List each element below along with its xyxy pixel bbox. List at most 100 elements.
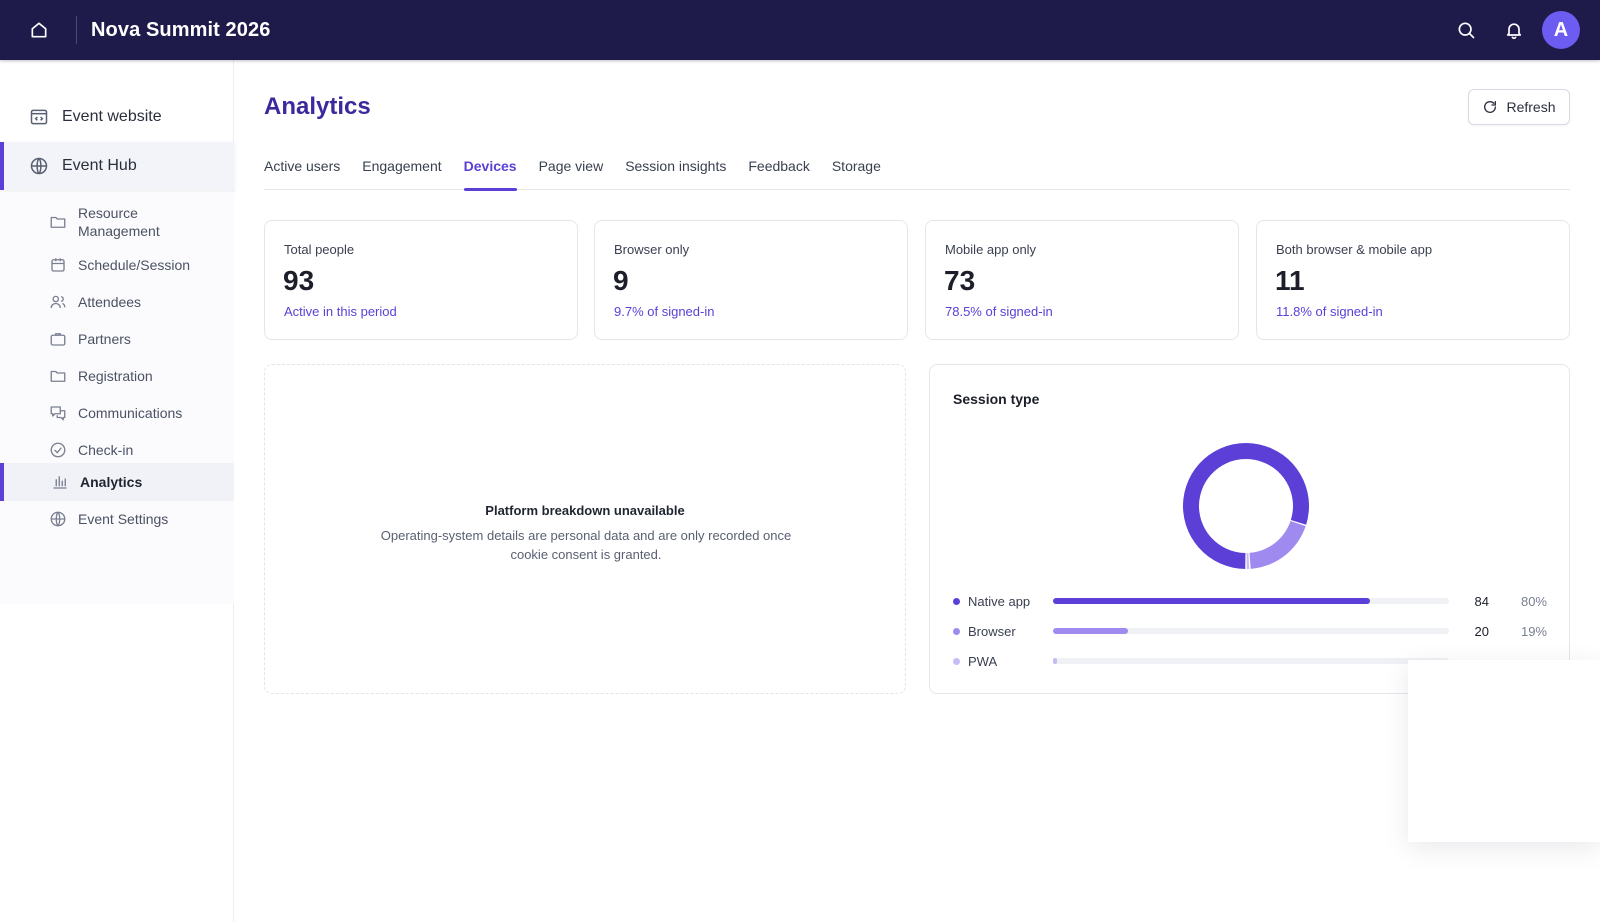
users-icon: [48, 292, 68, 312]
legend-name: Browser: [968, 623, 1016, 639]
legend-row-pwa: PWA: [953, 651, 1547, 671]
sidebar-item-resource-management[interactable]: Resource Management: [0, 198, 234, 246]
tab-page-view[interactable]: Page view: [538, 158, 604, 174]
legend-track: [1053, 658, 1449, 664]
legend-count: 20: [1474, 623, 1489, 639]
sidebar-item-event-hub[interactable]: Event Hub: [0, 142, 234, 190]
sidebar-item-label: Event Hub: [62, 157, 137, 174]
sidebar-item-attendees[interactable]: Attendees: [0, 285, 234, 319]
sidebar-item-label: Attendees: [78, 294, 142, 310]
check-circle-icon: [48, 440, 68, 460]
sidebar-item-label: Resource Management: [78, 205, 160, 239]
legend-row-browser: Browser 20 19%: [953, 621, 1547, 641]
globe-icon: [48, 509, 68, 529]
globe-icon: [28, 155, 50, 177]
stat-subtext: 78.5% of signed-in: [945, 304, 1053, 319]
legend-bar-browser: [1053, 628, 1129, 634]
tab-engagement[interactable]: Engagement: [362, 158, 442, 174]
refresh-label: Refresh: [1506, 99, 1556, 115]
sidebar-submenu: Resource Management Schedule/Session Att…: [0, 192, 234, 604]
legend-name: PWA: [968, 653, 998, 669]
sidebar: Event website Event Hub Resource Managem…: [0, 60, 234, 922]
sidebar-item-partners[interactable]: Partners: [0, 322, 234, 356]
refresh-icon: [1484, 101, 1497, 113]
sidebar-item-event-website[interactable]: Event website: [0, 93, 234, 141]
legend-dot: [953, 657, 960, 665]
legend-track: [1053, 598, 1449, 604]
stat-label: Mobile app only: [945, 242, 1037, 257]
tab-feedback[interactable]: Feedback: [748, 158, 810, 174]
bar-chart-icon: [50, 472, 70, 492]
top-bar: Nova Summit 2026 A: [0, 0, 1600, 60]
search-icon: [1458, 22, 1475, 39]
tab-devices[interactable]: Devices: [463, 152, 517, 191]
sidebar-item-label: Check-in: [78, 442, 134, 458]
sidebar-item-event-settings[interactable]: Event Settings: [0, 502, 234, 536]
bell-icon: [1506, 23, 1522, 40]
stat-label: Browser only: [614, 242, 690, 257]
tab-bar: Active users Engagement Devices Page vie…: [264, 152, 1570, 191]
folder-icon: [48, 366, 68, 386]
stat-card-mobile-app-only: Mobile app only 73 78.5% of signed-in: [925, 220, 1239, 340]
notifications-button[interactable]: [1490, 6, 1538, 54]
topbar-divider: [76, 16, 77, 44]
donut-slice-pwa: [1246, 552, 1250, 569]
session-type-donut: [1183, 443, 1309, 569]
chat-icon: [48, 403, 68, 423]
stat-value: 9: [613, 265, 629, 296]
platform-breakdown-panel: Platform breakdown unavailable Operating…: [264, 364, 906, 694]
legend-dot: [953, 597, 960, 605]
legend-percent: 80%: [1520, 593, 1547, 609]
stat-subtext: Active in this period: [284, 304, 397, 319]
sidebar-item-label: Partners: [78, 331, 131, 347]
sidebar-item-label: Event website: [62, 108, 162, 125]
donut-slice-browser: [1249, 521, 1306, 569]
home-icon: [31, 22, 47, 38]
website-icon: [28, 106, 50, 128]
briefcase-icon: [48, 329, 68, 349]
stat-card-both: Both browser & mobile app 11 11.8% of si…: [1256, 220, 1570, 340]
empty-state-title: Platform breakdown unavailable: [485, 503, 685, 518]
sidebar-item-label: Communications: [78, 405, 183, 421]
stat-value: 93: [283, 265, 315, 296]
sidebar-item-label: Schedule/Session: [78, 257, 191, 273]
stat-label: Total people: [284, 242, 355, 257]
sidebar-item-analytics[interactable]: Analytics: [0, 463, 234, 501]
tab-session-insights[interactable]: Session insights: [625, 158, 727, 174]
empty-state-text: Operating-system details are personal da…: [380, 528, 792, 562]
legend-percent: 19%: [1520, 623, 1547, 639]
page-title: Analytics: [264, 93, 371, 120]
legend-dot: [953, 627, 960, 635]
sidebar-item-check-in[interactable]: Check-in: [0, 433, 234, 467]
home-button[interactable]: [12, 0, 66, 60]
avatar[interactable]: A: [1542, 11, 1580, 49]
sidebar-item-label: Analytics: [80, 474, 143, 490]
legend-name: Native app: [968, 593, 1031, 609]
search-button[interactable]: [1442, 6, 1490, 54]
overlay-popover: [1408, 660, 1600, 842]
main-content: Analytics Refresh Active users Engagemen…: [264, 60, 1570, 922]
legend-bar-pwa: [1053, 658, 1057, 664]
tab-active-users[interactable]: Active users: [264, 158, 341, 174]
stat-value: 11: [1275, 265, 1305, 296]
sidebar-item-label: Registration: [78, 368, 153, 384]
sidebar-item-label: Event Settings: [78, 511, 169, 527]
stat-subtext: 11.8% of signed-in: [1276, 304, 1383, 319]
sidebar-item-schedule-session[interactable]: Schedule/Session: [0, 248, 234, 282]
folder-icon: [48, 212, 68, 232]
legend-bar-native-app: [1053, 598, 1370, 604]
legend-count: 84: [1474, 593, 1489, 609]
stat-label: Both browser & mobile app: [1276, 242, 1433, 257]
legend-track: [1053, 628, 1449, 634]
calendar-icon: [48, 255, 68, 275]
stat-subtext: 9.7% of signed-in: [614, 304, 715, 319]
legend-row-native-app: Native app 84 80%: [953, 591, 1547, 611]
sidebar-item-communications[interactable]: Communications: [0, 396, 234, 430]
sidebar-item-registration[interactable]: Registration: [0, 359, 234, 393]
stat-card-total-people: Total people 93 Active in this period: [264, 220, 578, 340]
refresh-button[interactable]: Refresh: [1468, 89, 1570, 125]
stat-value: 73: [944, 265, 976, 296]
tab-storage[interactable]: Storage: [831, 158, 881, 174]
session-type-panel: Session type Native app 84 80% Browser 2…: [929, 364, 1570, 694]
app-title: Nova Summit 2026: [91, 18, 271, 41]
